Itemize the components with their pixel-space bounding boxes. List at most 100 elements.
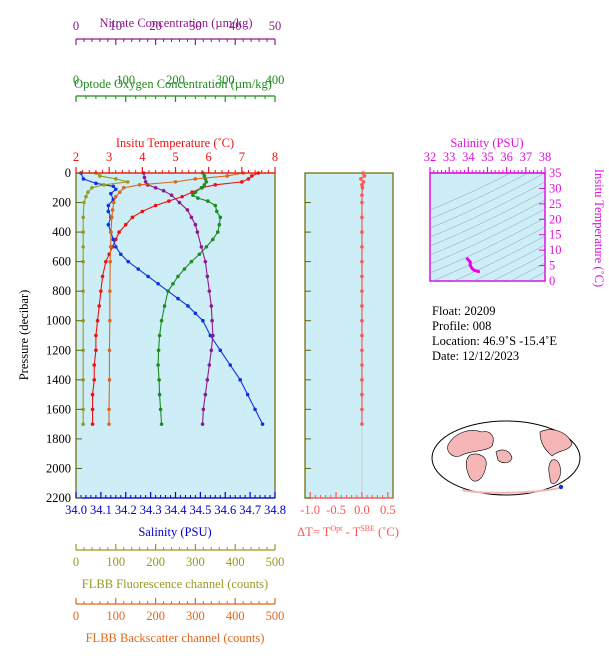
series-nitrate-concentration bbox=[141, 171, 215, 426]
ts-density-contours bbox=[430, 173, 545, 281]
data-point bbox=[360, 185, 365, 190]
salinity-axis-tick-label: 34.3 bbox=[140, 503, 162, 517]
nitrate-axis-tick-label: 30 bbox=[189, 19, 202, 33]
data-point bbox=[217, 222, 222, 227]
data-point bbox=[193, 177, 198, 181]
data-point bbox=[99, 289, 103, 293]
data-point bbox=[199, 185, 204, 190]
data-point bbox=[238, 378, 242, 382]
deltat-axis-title: ΔT= TOpt - TSBE (˚C) bbox=[297, 524, 399, 539]
backscatter-axis-tick-label: 400 bbox=[226, 609, 245, 623]
data-point bbox=[106, 209, 111, 214]
data-point bbox=[111, 237, 116, 242]
data-point bbox=[191, 193, 195, 197]
nitrate-axis-title: Nitrate Concentration (µm/kg) bbox=[100, 16, 253, 30]
data-point bbox=[171, 281, 175, 286]
data-point bbox=[108, 259, 113, 264]
data-point bbox=[360, 318, 364, 323]
ts-temp-tick-label: 0 bbox=[549, 274, 555, 288]
salinity-axis-tick-label: 34.8 bbox=[264, 503, 286, 517]
data-point bbox=[82, 200, 86, 205]
backscatter-axis-tick-label: 100 bbox=[106, 609, 125, 623]
data-point bbox=[360, 245, 364, 249]
data-point bbox=[92, 363, 97, 367]
ts-temp-tick-label: 35 bbox=[549, 166, 562, 180]
data-point bbox=[199, 245, 204, 249]
data-point bbox=[94, 181, 98, 186]
data-point bbox=[177, 200, 182, 205]
data-point bbox=[161, 188, 166, 193]
data-point bbox=[90, 407, 95, 412]
pressure-tick-label: 1800 bbox=[46, 432, 71, 446]
series-line bbox=[108, 172, 244, 425]
pressure-tick-label: 1000 bbox=[46, 314, 71, 328]
ts-temp-tick-label: 15 bbox=[549, 228, 562, 242]
ts-salinity-axis-tick-label: 33 bbox=[443, 150, 456, 164]
pressure-tick-label: 2200 bbox=[46, 491, 71, 505]
data-point bbox=[92, 378, 97, 382]
nitrate-axis-tick-label: 40 bbox=[229, 19, 242, 33]
data-point bbox=[81, 177, 86, 181]
data-point bbox=[109, 230, 113, 234]
density-contour bbox=[430, 173, 545, 229]
data-point bbox=[81, 215, 85, 220]
fluorescence-axis-tick-label: 400 bbox=[226, 555, 245, 569]
oxygen-axis: 0 100 200 300 400 bbox=[73, 73, 284, 102]
ts-line bbox=[465, 256, 481, 274]
data-point bbox=[107, 378, 112, 382]
data-point bbox=[84, 194, 88, 199]
data-point bbox=[193, 190, 198, 195]
data-point bbox=[169, 193, 174, 197]
data-point bbox=[110, 215, 114, 220]
data-point bbox=[185, 208, 190, 212]
data-point bbox=[209, 304, 214, 308]
salinity-axis-title: Salinity (PSU) bbox=[138, 525, 211, 539]
data-point bbox=[214, 209, 219, 214]
data-point bbox=[90, 185, 94, 190]
data-point bbox=[205, 274, 210, 279]
data-point bbox=[81, 378, 85, 382]
ts-salinity-axis-tick-label: 32 bbox=[424, 150, 437, 164]
temperature-axis-tick-label: 7 bbox=[239, 150, 245, 164]
data-point bbox=[108, 289, 112, 293]
deltat-label-sup1: Opt bbox=[330, 524, 343, 533]
fluorescence-axis-title: FLBB Fluorescence channel (counts) bbox=[82, 577, 268, 591]
density-contour bbox=[527, 271, 545, 281]
data-point bbox=[211, 237, 215, 242]
data-point bbox=[245, 392, 250, 397]
data-point bbox=[90, 392, 95, 397]
pressure-axis-title: Pressure (decibar) bbox=[17, 290, 31, 381]
backscatter-axis-tick-label: 500 bbox=[266, 609, 285, 623]
data-point bbox=[182, 267, 187, 271]
data-point bbox=[153, 185, 158, 190]
deltat-axis-tick-label: 0.0 bbox=[354, 503, 370, 517]
density-contour bbox=[473, 244, 545, 281]
data-point bbox=[213, 203, 218, 208]
data-point bbox=[81, 318, 85, 323]
data-point bbox=[360, 259, 364, 264]
data-point bbox=[203, 392, 208, 397]
data-point bbox=[162, 304, 167, 308]
pressure-tick-label: 1400 bbox=[46, 373, 71, 387]
data-point bbox=[118, 252, 123, 257]
ts-salinity-axis: 32 33 34 35 36 37 38 bbox=[424, 150, 552, 174]
float-info-panel: Float: 20209 Profile: 008 Location: 46.9… bbox=[432, 304, 557, 364]
data-point bbox=[81, 407, 85, 412]
ts-series bbox=[465, 256, 481, 274]
data-point bbox=[159, 318, 164, 323]
ts-temp-tick-label: 10 bbox=[549, 243, 562, 257]
deltat-axis-tick-label: -1.0 bbox=[300, 503, 320, 517]
data-point bbox=[260, 422, 265, 426]
fluorescence-axis-tick-label: 100 bbox=[106, 555, 125, 569]
ts-salinity-axis-tick-label: 38 bbox=[539, 150, 552, 164]
data-point bbox=[211, 333, 215, 338]
data-point bbox=[137, 183, 142, 187]
temperature-axis-tick-label: 8 bbox=[272, 150, 278, 164]
data-point bbox=[98, 174, 102, 178]
data-point bbox=[180, 194, 184, 199]
data-point bbox=[156, 348, 161, 353]
data-point bbox=[359, 177, 363, 181]
data-point bbox=[94, 348, 98, 353]
